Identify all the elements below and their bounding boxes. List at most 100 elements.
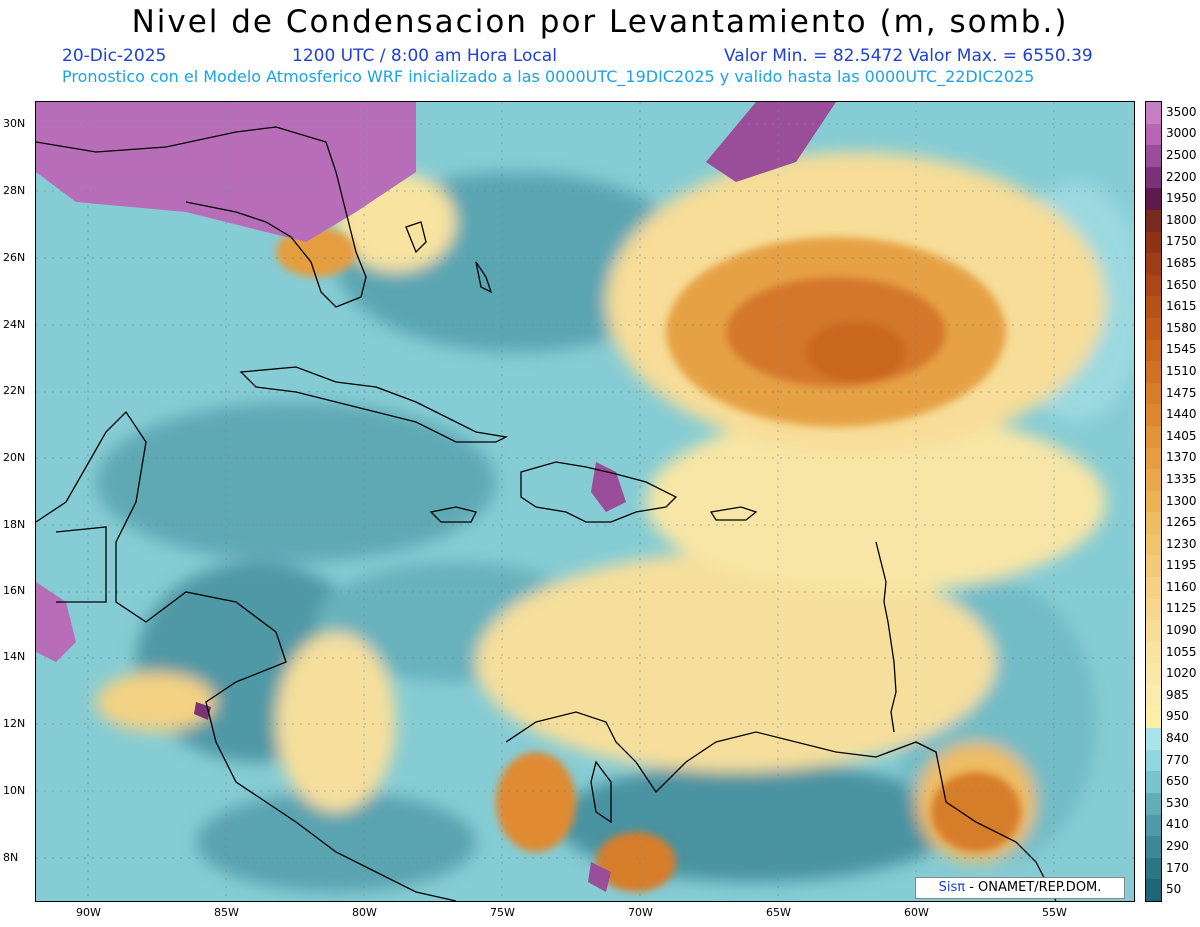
colorbar-swatch	[1146, 469, 1161, 491]
colorbar-swatch	[1146, 317, 1161, 340]
min-max-label: Valor Min. = 82.5472 Valor Max. = 6550.3…	[724, 46, 1093, 66]
colorbar-swatch	[1146, 533, 1161, 556]
colorbar-label: 1510	[1166, 363, 1197, 378]
lcl-forecast-map	[35, 101, 1135, 902]
lat-label: 8N	[3, 851, 19, 864]
colorbar-swatch	[1146, 231, 1161, 254]
lon-label: 80W	[352, 906, 377, 919]
lat-label: 16N	[3, 584, 26, 597]
colorbar-swatch	[1146, 685, 1161, 707]
colorbar-label: 1265	[1166, 515, 1197, 530]
lat-label: 28N	[3, 184, 26, 197]
map-field	[36, 102, 1134, 901]
colorbar-swatch	[1146, 749, 1161, 772]
colorbar-label: 1950	[1166, 191, 1197, 206]
colorbar-swatch	[1146, 512, 1161, 534]
colorbar	[1145, 101, 1162, 902]
colorbar-swatch	[1146, 836, 1161, 858]
colorbar-swatch	[1146, 793, 1161, 815]
lat-label: 26N	[3, 251, 26, 264]
lon-label: 85W	[214, 906, 239, 919]
colorbar-swatch	[1146, 404, 1161, 426]
lat-label: 20N	[3, 451, 26, 464]
colorbar-label: 2200	[1166, 169, 1197, 184]
colorbar-label: 840	[1166, 731, 1189, 746]
lon-label: 65W	[766, 906, 791, 919]
colorbar-label: 50	[1166, 882, 1182, 897]
colorbar-swatch	[1146, 188, 1161, 210]
colorbar-label: 1125	[1166, 601, 1197, 616]
lon-label: 55W	[1042, 906, 1067, 919]
colorbar-swatch	[1146, 598, 1161, 621]
colorbar-label: 1195	[1166, 558, 1197, 573]
colorbar-swatch	[1146, 102, 1161, 124]
lat-label: 22N	[3, 384, 26, 397]
colorbar-label: 3500	[1166, 104, 1197, 119]
colorbar-label: 985	[1166, 687, 1189, 702]
colorbar-swatch	[1146, 274, 1161, 297]
colorbar-label: 2500	[1166, 147, 1197, 162]
colorbar-label: 950	[1166, 709, 1189, 724]
colorbar-label: 1650	[1166, 277, 1197, 292]
colorbar-label: 1230	[1166, 536, 1197, 551]
colorbar-label: 1475	[1166, 385, 1197, 400]
lat-label: 12N	[3, 717, 26, 730]
colorbar-swatch	[1146, 641, 1161, 664]
colorbar-label: 3000	[1166, 126, 1197, 141]
colorbar-label: 1750	[1166, 234, 1197, 249]
colorbar-label: 1055	[1166, 644, 1197, 659]
lon-label: 60W	[904, 906, 929, 919]
colorbar-swatch	[1146, 857, 1161, 880]
colorbar-label: 1160	[1166, 579, 1197, 594]
lat-label: 10N	[3, 784, 26, 797]
colorbar-swatch	[1146, 209, 1161, 232]
colorbar-label: 1685	[1166, 255, 1197, 270]
credit-text: - ONAMET/REP.DOM.	[969, 880, 1102, 895]
colorbar-swatch	[1146, 145, 1161, 167]
credit-brand: Sisπ	[938, 880, 966, 895]
colorbar-swatch	[1146, 814, 1161, 837]
colorbar-swatch	[1146, 339, 1161, 362]
colorbar-label: 1440	[1166, 407, 1197, 422]
lon-label: 90W	[76, 906, 101, 919]
colorbar-swatch	[1146, 663, 1161, 686]
lon-label: 75W	[490, 906, 515, 919]
date-label: 20-Dic-2025	[62, 46, 167, 66]
colorbar-label: 1800	[1166, 212, 1197, 227]
model-info-label: Pronostico con el Modelo Atmosferico WRF…	[62, 67, 1035, 86]
colorbar-swatch	[1146, 382, 1161, 405]
colorbar-swatch	[1146, 879, 1161, 901]
colorbar-swatch	[1146, 555, 1161, 578]
colorbar-swatch	[1146, 728, 1161, 750]
colorbar-label: 290	[1166, 839, 1189, 853]
colorbar-label: 770	[1166, 752, 1189, 767]
lat-label: 18N	[3, 518, 26, 531]
colorbar-label: 1545	[1166, 342, 1197, 357]
colorbar-label: 1300	[1166, 493, 1197, 508]
lat-label: 14N	[3, 650, 26, 663]
colorbar-label: 1580	[1166, 320, 1197, 335]
colorbar-label: 410	[1166, 817, 1189, 832]
lat-label: 24N	[3, 318, 26, 331]
colorbar-swatch	[1146, 425, 1161, 448]
colorbar-label: 530	[1166, 795, 1189, 810]
colorbar-swatch	[1146, 296, 1161, 318]
colorbar-label: 1335	[1166, 471, 1197, 486]
colorbar-label: 1020	[1166, 666, 1197, 681]
colorbar-label: 170	[1166, 860, 1189, 875]
colorbar-label: 1370	[1166, 450, 1197, 465]
colorbar-label: 1615	[1166, 299, 1197, 314]
colorbar-swatch	[1146, 620, 1161, 642]
colorbar-swatch	[1146, 577, 1161, 599]
colorbar-swatch	[1146, 253, 1161, 275]
colorbar-swatch	[1146, 123, 1161, 146]
colorbar-swatch	[1146, 447, 1161, 470]
colorbar-swatch	[1146, 771, 1161, 793]
lon-label: 70W	[628, 906, 653, 919]
time-label: 1200 UTC / 8:00 am Hora Local	[292, 46, 557, 66]
colorbar-label: 1405	[1166, 428, 1197, 443]
colorbar-swatch	[1146, 166, 1161, 189]
chart-title: Nivel de Condensacion por Levantamiento …	[131, 4, 1069, 40]
colorbar-swatch	[1146, 706, 1161, 729]
colorbar-label: 650	[1166, 774, 1189, 789]
